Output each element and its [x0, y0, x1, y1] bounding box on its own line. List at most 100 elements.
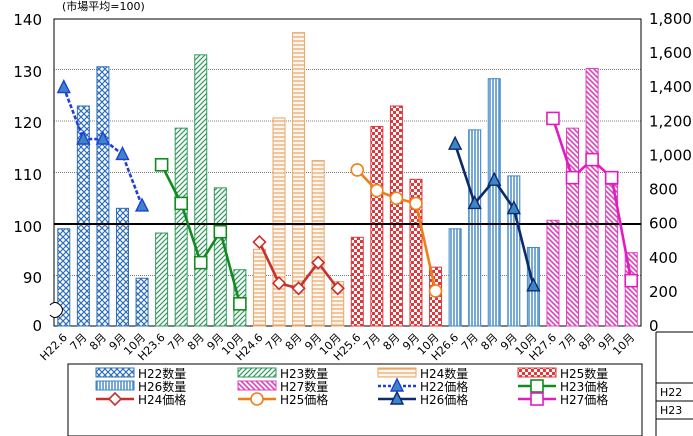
legend-bar-swatch	[95, 380, 135, 391]
price-marker	[506, 199, 521, 215]
legend-label: H25数量	[560, 366, 608, 381]
category-label: 7月	[459, 331, 481, 353]
legend-label: H23数量	[280, 366, 328, 381]
right-tick-label: 0	[649, 317, 659, 335]
bar	[350, 236, 364, 327]
legend-label: H24価格	[138, 392, 186, 407]
legend-bar-swatch	[517, 367, 557, 378]
category-label: 8月	[478, 331, 500, 353]
category-label: 10月	[610, 331, 637, 358]
right-axis: 0 200 400 600 800 1,000 1,200 1,400 1,600 1,800	[649, 10, 692, 335]
legend-label: H24数量	[420, 366, 468, 381]
legend-marker	[389, 390, 405, 405]
price-marker	[428, 284, 443, 298]
bar	[566, 127, 580, 327]
price-marker	[604, 170, 619, 185]
price-marker	[330, 281, 345, 296]
bar	[135, 277, 149, 327]
category-label: 8月	[185, 331, 207, 353]
legend-marker	[530, 379, 544, 393]
left-tick-label: 110	[13, 166, 42, 184]
legend-marker	[250, 392, 264, 406]
price-marker	[389, 191, 404, 206]
bar	[174, 127, 188, 327]
price-marker	[546, 111, 560, 126]
right-tick-label: 1,000	[649, 146, 692, 164]
right-tick-label: 1,800	[649, 10, 692, 28]
left-tick-label: 0	[32, 317, 42, 335]
left-tick-label: 120	[13, 114, 42, 132]
bar	[370, 125, 384, 327]
bar	[76, 105, 90, 327]
price-marker	[565, 170, 580, 185]
price-marker	[252, 234, 267, 250]
legend-marker	[107, 391, 123, 407]
left-axis: 0 90 100 110 120 130 140	[13, 11, 42, 335]
left-tick-label: 100	[13, 218, 42, 236]
legend-bar-swatch	[377, 367, 417, 378]
left-tick-label: 90	[23, 269, 42, 287]
bar	[252, 248, 266, 327]
category-label: 7月	[263, 331, 285, 353]
bar-series	[57, 32, 638, 327]
price-marker	[370, 183, 384, 198]
price-marker	[134, 197, 150, 212]
bar	[272, 117, 286, 327]
category-label: 7月	[68, 331, 90, 353]
axis-break-icon	[49, 302, 63, 318]
price-marker	[56, 78, 71, 94]
price-marker	[154, 157, 169, 172]
category-label: 7月	[361, 331, 383, 353]
bar	[96, 66, 110, 327]
data-table-stub: H22 H23	[655, 331, 693, 436]
price-marker	[526, 277, 541, 292]
table-row-label: H23	[660, 404, 682, 417]
category-label: 7月	[165, 331, 187, 353]
legend: H22数量 H23数量 H24数量 H25数量 H26数量 H27数量 H22価格 H23価格…	[95, 366, 608, 407]
right-tick-label: 800	[649, 181, 678, 199]
bar	[487, 78, 501, 327]
left-tick-label: 130	[13, 63, 42, 81]
category-label: 8月	[576, 331, 598, 353]
price-marker	[291, 281, 306, 296]
legend-bar-swatch	[237, 367, 277, 378]
price-lines	[56, 78, 639, 311]
price-marker	[409, 196, 423, 211]
price-marker	[487, 171, 502, 186]
bar	[115, 207, 129, 327]
category-label: 8月	[87, 331, 109, 353]
price-marker	[311, 255, 326, 270]
legend-label: H27価格	[560, 392, 608, 407]
legend-label: H25価格	[280, 392, 328, 407]
bar	[311, 160, 325, 327]
right-tick-label: 600	[649, 215, 678, 233]
legend-label: H22数量	[138, 366, 186, 381]
right-tick-label: 1,600	[649, 44, 692, 62]
price-marker	[233, 297, 247, 311]
price-marker	[193, 255, 208, 270]
price-marker	[447, 135, 463, 150]
bar	[213, 187, 227, 327]
category-label: 8月	[381, 331, 403, 353]
legend-marker	[530, 392, 544, 406]
chart-subtitle: (市場平均=100)	[62, 0, 145, 13]
bar	[546, 219, 560, 327]
category-label: 8月	[283, 331, 305, 353]
bar	[448, 228, 462, 327]
price-marker	[174, 196, 188, 211]
legend-label: H27数量	[280, 379, 328, 394]
bar	[585, 67, 599, 327]
bar	[155, 232, 169, 327]
price-marker	[350, 163, 365, 177]
right-tick-label: 400	[649, 249, 678, 267]
category-label: H22.6	[38, 331, 70, 363]
legend-label: H22価格	[420, 379, 468, 394]
right-tick-label: 200	[649, 283, 678, 301]
right-tick-label: 1,200	[649, 112, 692, 130]
price-marker	[271, 276, 287, 291]
bar	[468, 129, 482, 327]
right-tick-label: 1,400	[649, 78, 692, 96]
category-label: 7月	[557, 331, 579, 353]
price-marker	[467, 194, 482, 210]
